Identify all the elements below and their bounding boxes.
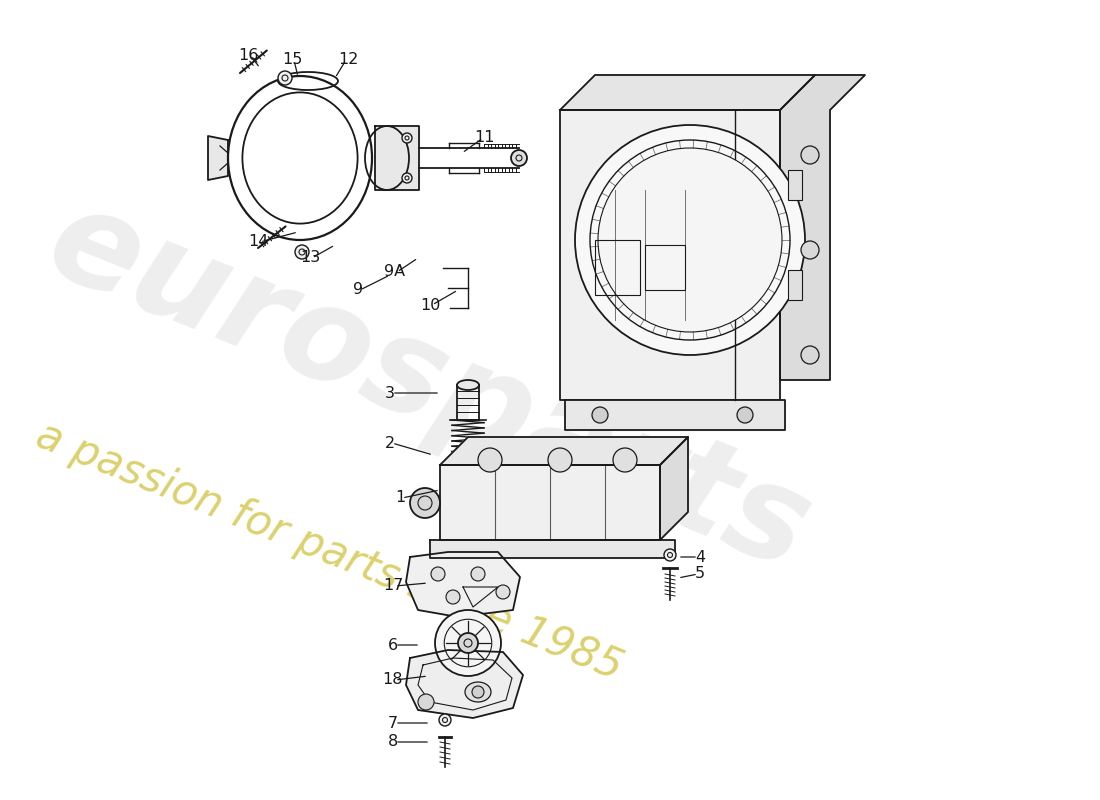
Text: 11: 11 [475, 130, 495, 146]
Polygon shape [375, 126, 419, 190]
Text: eurosparts: eurosparts [30, 177, 827, 597]
Text: 8: 8 [388, 734, 398, 750]
Circle shape [402, 133, 412, 143]
Circle shape [478, 448, 502, 472]
Circle shape [418, 694, 434, 710]
Circle shape [295, 245, 309, 259]
Circle shape [402, 173, 412, 183]
Text: 1: 1 [395, 490, 405, 506]
Circle shape [801, 346, 820, 364]
Bar [788, 170, 802, 200]
Text: 9: 9 [353, 282, 363, 298]
Circle shape [801, 146, 820, 164]
Circle shape [434, 610, 500, 676]
Text: 15: 15 [282, 53, 303, 67]
Polygon shape [565, 400, 785, 430]
Polygon shape [406, 552, 520, 617]
Text: 4: 4 [695, 550, 705, 565]
Circle shape [278, 71, 292, 85]
Polygon shape [208, 136, 228, 180]
Ellipse shape [456, 380, 478, 390]
Circle shape [431, 567, 446, 581]
Text: 2: 2 [385, 435, 395, 450]
Ellipse shape [465, 682, 491, 702]
Circle shape [471, 567, 485, 581]
Polygon shape [560, 110, 780, 400]
Text: 10: 10 [420, 298, 440, 313]
Circle shape [472, 686, 484, 698]
Text: 9A: 9A [384, 265, 406, 279]
Circle shape [592, 407, 608, 423]
Text: a passion for parts since 1985: a passion for parts since 1985 [30, 414, 629, 689]
Text: 12: 12 [338, 53, 359, 67]
Polygon shape [780, 75, 865, 380]
Polygon shape [560, 75, 815, 110]
Circle shape [613, 448, 637, 472]
Text: 13: 13 [300, 250, 320, 266]
Text: 6: 6 [388, 638, 398, 653]
Text: 7: 7 [388, 715, 398, 730]
Text: 5: 5 [695, 566, 705, 582]
Circle shape [598, 148, 782, 332]
Polygon shape [440, 465, 660, 540]
Circle shape [575, 125, 805, 355]
Text: 17: 17 [383, 578, 404, 594]
Circle shape [548, 448, 572, 472]
Text: 18: 18 [383, 673, 404, 687]
Circle shape [512, 150, 527, 166]
Polygon shape [440, 437, 688, 465]
Circle shape [496, 585, 510, 599]
Polygon shape [660, 437, 688, 540]
Bar [788, 270, 802, 300]
Circle shape [458, 633, 478, 653]
Circle shape [446, 590, 460, 604]
Polygon shape [430, 540, 675, 558]
Circle shape [801, 241, 820, 259]
Text: 14: 14 [248, 234, 268, 250]
Bar [645, 245, 685, 290]
Text: 16: 16 [238, 47, 258, 62]
Polygon shape [406, 650, 522, 718]
Circle shape [737, 407, 754, 423]
Bar [595, 240, 640, 295]
Text: 3: 3 [385, 386, 395, 401]
Circle shape [439, 714, 451, 726]
Circle shape [664, 549, 676, 561]
Circle shape [410, 488, 440, 518]
